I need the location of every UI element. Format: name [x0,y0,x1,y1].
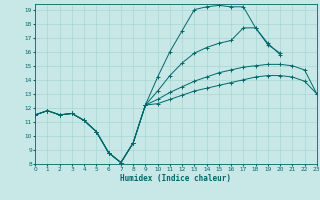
X-axis label: Humidex (Indice chaleur): Humidex (Indice chaleur) [121,174,231,183]
